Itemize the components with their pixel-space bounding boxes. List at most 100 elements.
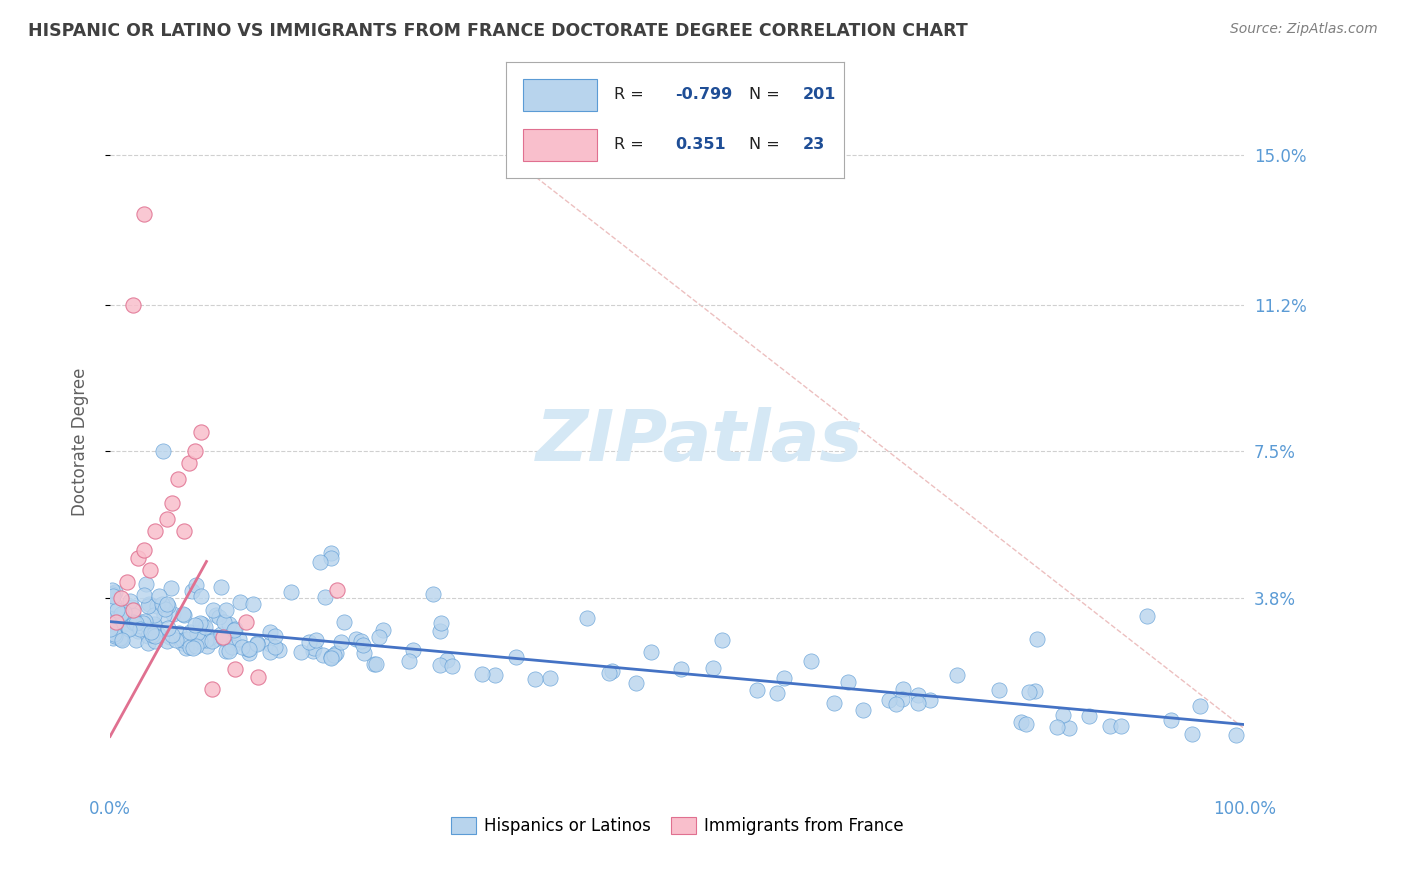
Point [884, 698, 907, 712]
Point [104, 615, 127, 629]
Point [187, 625, 209, 640]
Point [103, 597, 125, 611]
Point [222, 623, 245, 637]
Point [907, 688, 929, 702]
Point [538, 671, 561, 685]
Point [153, 607, 176, 622]
Point [110, 591, 132, 605]
Point [229, 595, 252, 609]
Point [120, 593, 142, 607]
Point [484, 668, 506, 682]
Text: N =: N = [749, 137, 785, 153]
Point [624, 675, 647, 690]
Point [190, 634, 212, 648]
Point [209, 627, 232, 641]
Point [121, 603, 143, 617]
Point [1052, 707, 1074, 722]
Point [987, 683, 1010, 698]
Point [138, 636, 160, 650]
Point [1077, 708, 1099, 723]
Point [298, 635, 321, 649]
Point [366, 657, 388, 672]
Point [105, 611, 128, 625]
Point [103, 622, 125, 636]
Point [1109, 718, 1132, 732]
Point [215, 644, 238, 658]
Point [319, 650, 342, 665]
Point [138, 597, 160, 611]
Point [110, 632, 132, 647]
Point [852, 703, 875, 717]
Point [920, 692, 942, 706]
Point [180, 583, 202, 598]
Point [183, 618, 205, 632]
Point [184, 639, 207, 653]
Point [122, 607, 145, 622]
Point [127, 551, 149, 566]
Point [141, 627, 163, 641]
Point [890, 691, 912, 706]
Point [172, 636, 194, 650]
Point [100, 582, 122, 597]
Point [765, 686, 787, 700]
Text: ZIPatlas: ZIPatlas [536, 407, 863, 476]
Point [350, 634, 373, 648]
Point [104, 584, 127, 599]
Point [125, 616, 148, 631]
Point [224, 622, 246, 636]
Point [321, 650, 343, 665]
Point [891, 681, 914, 696]
Point [160, 581, 183, 595]
Point [263, 629, 285, 643]
Point [246, 670, 269, 684]
Point [156, 634, 179, 648]
Point [422, 587, 444, 601]
Point [142, 608, 165, 623]
Point [190, 590, 212, 604]
Point [139, 563, 162, 577]
Point [702, 661, 724, 675]
Y-axis label: Doctorate Degree: Doctorate Degree [72, 368, 89, 516]
Point [135, 577, 157, 591]
Point [195, 640, 218, 654]
Point [747, 683, 769, 698]
Point [143, 617, 166, 632]
Point [172, 607, 194, 621]
Point [112, 605, 135, 619]
Point [837, 674, 859, 689]
Point [136, 629, 159, 643]
Point [259, 637, 281, 651]
Point [228, 632, 250, 646]
Point [186, 626, 208, 640]
Point [143, 634, 166, 648]
Point [259, 625, 281, 640]
Point [246, 637, 269, 651]
FancyBboxPatch shape [523, 128, 598, 161]
Point [121, 298, 143, 312]
Point [134, 589, 156, 603]
Point [353, 647, 375, 661]
Point [575, 611, 598, 625]
Point [132, 207, 155, 221]
Point [174, 640, 197, 655]
Point [118, 622, 141, 636]
Point [1018, 685, 1040, 699]
Point [152, 443, 174, 458]
Point [218, 616, 240, 631]
Point [162, 496, 184, 510]
Point [179, 456, 201, 470]
Point [214, 603, 236, 617]
Point [204, 632, 226, 647]
Point [111, 617, 134, 632]
Point [325, 646, 347, 660]
Point [132, 543, 155, 558]
Text: 0.351: 0.351 [675, 137, 725, 153]
Point [105, 615, 128, 630]
Point [184, 444, 207, 458]
Point [371, 623, 394, 637]
Point [800, 654, 823, 668]
Point [209, 580, 232, 594]
Point [101, 631, 124, 645]
Point [711, 632, 734, 647]
Point [146, 599, 169, 613]
